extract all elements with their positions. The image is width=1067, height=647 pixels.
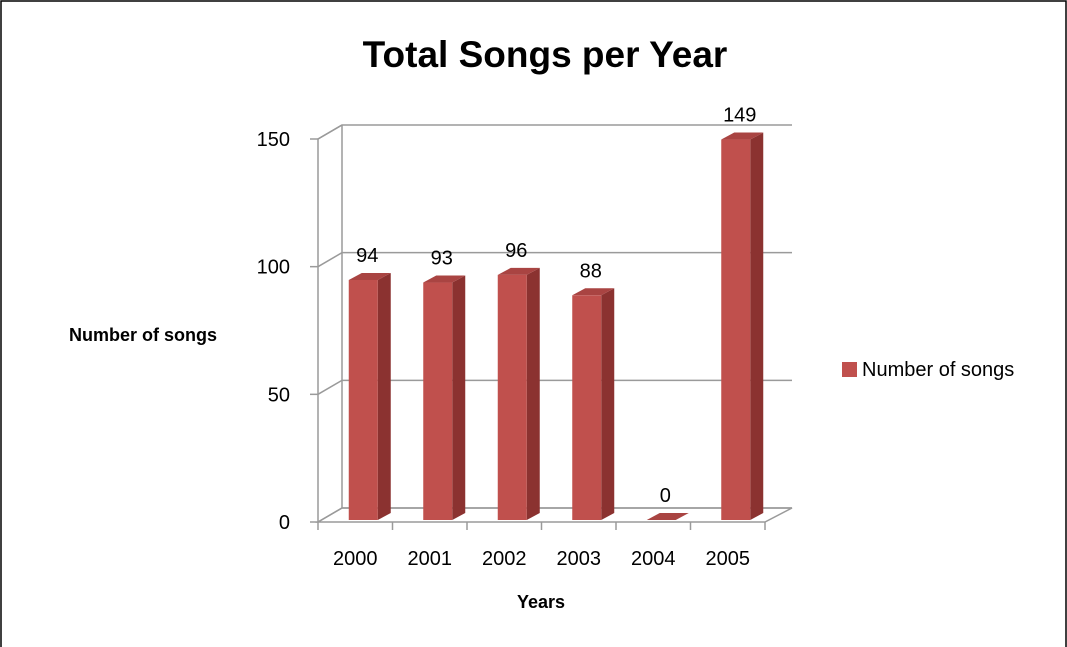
data-label: 0 — [660, 485, 671, 507]
bar — [721, 139, 751, 520]
bar — [572, 295, 602, 520]
y-tick-label: 150 — [257, 129, 290, 151]
data-label: 93 — [431, 248, 453, 270]
bar-top — [497, 267, 540, 275]
bar — [348, 279, 378, 520]
bar-side — [601, 288, 615, 520]
bar-top — [646, 513, 689, 520]
chart-title: Total Songs per Year — [363, 34, 728, 75]
bar — [423, 282, 453, 520]
data-label: 149 — [723, 105, 756, 127]
data-label: 94 — [356, 245, 378, 267]
x-tick-label: 2003 — [557, 548, 602, 570]
data-label: 88 — [580, 260, 602, 282]
y-axis-title: Number of songs — [69, 325, 217, 345]
x-tick-label: 2005 — [706, 548, 751, 570]
bar-top — [348, 272, 391, 280]
bar-side — [750, 132, 764, 520]
x-tick-label: 2002 — [482, 548, 527, 570]
legend-swatch — [842, 362, 857, 377]
bar-top — [572, 288, 615, 296]
gridline — [317, 251, 792, 268]
legend-label: Number of songs — [862, 359, 1014, 381]
plot-area: 0 50 100 150 94 2000 93 2001 96 2002 88 2003 0 2004 14… — [257, 105, 793, 570]
bar-side — [526, 267, 540, 520]
gridline — [317, 124, 792, 140]
legend: Number of songs — [842, 359, 1014, 381]
bar-top — [721, 132, 764, 140]
x-tick-label: 2004 — [631, 548, 676, 570]
bar-top — [423, 275, 466, 283]
gridline — [317, 379, 792, 395]
bar — [497, 274, 527, 520]
data-label: 96 — [505, 240, 527, 262]
y-tick-label: 0 — [279, 512, 290, 534]
y-tick-label: 50 — [268, 384, 290, 406]
bar-side — [377, 272, 391, 520]
bar-side — [452, 275, 466, 520]
y-tick-label: 100 — [257, 257, 290, 279]
x-axis-title: Years — [517, 592, 565, 612]
x-tick-label: 2001 — [408, 548, 453, 570]
x-tick-label: 2000 — [333, 548, 378, 570]
